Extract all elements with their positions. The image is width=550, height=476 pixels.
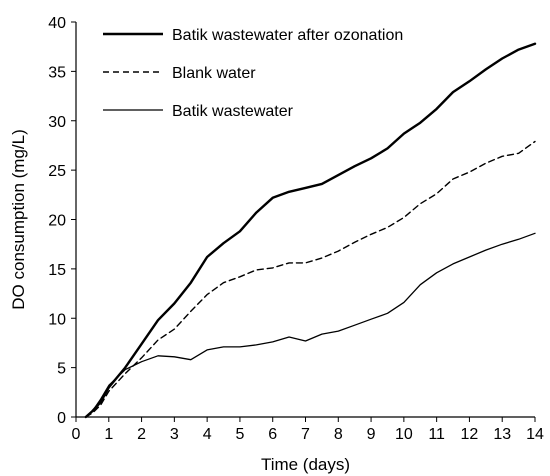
x-tick-label: 5 xyxy=(235,426,244,443)
x-tick-label: 8 xyxy=(334,426,343,443)
series-line-1 xyxy=(84,42,537,419)
legend: Batik wastewater after ozonation Blank wa… xyxy=(103,27,403,120)
x-tick-label: 14 xyxy=(526,426,544,443)
y-tick-label: 40 xyxy=(48,15,66,32)
y-tick-label: 15 xyxy=(48,262,66,279)
x-tick-label: 0 xyxy=(72,426,81,443)
x-tick-label: 2 xyxy=(137,426,146,443)
axes xyxy=(75,22,535,418)
x-axis-title: Time (days) xyxy=(261,455,350,474)
y-tick-label: 10 xyxy=(48,311,66,328)
y-tick-label: 20 xyxy=(48,213,66,230)
y-tick-label: 30 xyxy=(48,114,66,131)
x-tick-label: 7 xyxy=(301,426,310,443)
series-line-3 xyxy=(85,232,536,418)
x-tick-label: 4 xyxy=(203,426,212,443)
x-tick-label: 3 xyxy=(170,426,179,443)
series-line-2 xyxy=(85,140,536,418)
x-tick-label: 10 xyxy=(395,426,413,443)
x-tick-label: 6 xyxy=(268,426,277,443)
y-tick-label: 5 xyxy=(57,361,66,378)
x-tick-label: 9 xyxy=(367,426,376,443)
legend-label-1: Batik wastewater after ozonation xyxy=(172,27,403,44)
y-tick-label: 35 xyxy=(48,64,66,81)
x-tick-label: 1 xyxy=(104,426,113,443)
legend-label-3: Batik wastewater xyxy=(172,103,294,120)
x-tick-label: 12 xyxy=(461,426,479,443)
series-lines xyxy=(84,42,537,419)
y-axis-title: DO consumption (mg/L) xyxy=(9,129,28,309)
y-tick-label: 0 xyxy=(57,410,66,427)
legend-label-2: Blank water xyxy=(172,65,256,82)
y-tick-label: 25 xyxy=(48,163,66,180)
x-tick-label: 11 xyxy=(428,426,445,443)
x-tick-label: 13 xyxy=(493,426,511,443)
